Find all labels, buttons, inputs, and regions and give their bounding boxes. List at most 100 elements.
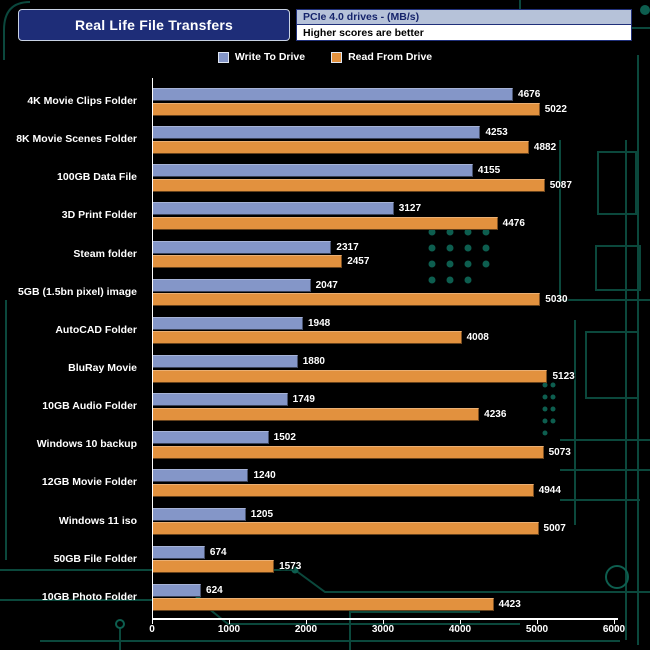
chart-row: Steam folder 2317 2457 xyxy=(0,237,650,275)
write-value-label: 1240 xyxy=(253,470,276,482)
x-axis-tickmark xyxy=(460,620,461,624)
write-bar xyxy=(153,545,205,559)
category-label: 4K Movie Clips Folder xyxy=(27,95,137,107)
read-bar-line: 1573 xyxy=(153,560,302,574)
read-bar-line: 4476 xyxy=(153,216,525,230)
category-label: Windows 11 iso xyxy=(58,514,137,527)
write-value-label: 674 xyxy=(209,546,227,558)
read-bar xyxy=(153,331,462,345)
write-value-label: 2317 xyxy=(336,241,359,253)
legend-label: Read From Drive xyxy=(348,51,433,63)
write-bar-line: 1205 xyxy=(153,507,273,521)
write-bar-line: 2317 xyxy=(153,240,359,254)
read-value-label: 2457 xyxy=(347,256,370,268)
read-bar-line: 5123 xyxy=(153,369,575,383)
chart-row: BluRay Movie 1880 5123 xyxy=(0,351,650,389)
x-axis-tickmark xyxy=(614,620,615,624)
read-bar-line: 4882 xyxy=(153,140,556,154)
chart-row: Windows 11 iso 1205 5007 xyxy=(0,504,650,542)
read-value-label: 1573 xyxy=(279,561,302,573)
write-bar xyxy=(153,507,246,521)
read-value-label: 4476 xyxy=(502,217,525,229)
category-label: 5GB (1.5bn pixel) image xyxy=(17,285,137,298)
write-bar-line: 4676 xyxy=(153,88,540,101)
x-axis-tick-label: 4000 xyxy=(448,624,472,635)
category-label: AutoCAD Folder xyxy=(55,323,137,336)
write-bar xyxy=(153,126,481,140)
read-value-label: 4423 xyxy=(498,599,521,611)
read-bar-line: 5022 xyxy=(153,102,567,116)
read-value-label: 4944 xyxy=(538,484,561,496)
chart-row: 10GB Audio Folder 1749 4236 xyxy=(0,389,650,427)
chart-row: 50GB File Folder 674 1573 xyxy=(0,542,650,580)
chart-row: 4K Movie Clips Folder 4676 5022 xyxy=(0,84,650,122)
read-bar-line: 4236 xyxy=(153,407,507,421)
x-axis-tick-label: 2000 xyxy=(294,624,318,635)
legend-item: Write To Drive xyxy=(217,51,306,63)
read-bar-line: 5007 xyxy=(153,522,566,536)
plot-area: 4K Movie Clips Folder 4676 5022 8K Movie Sc… xyxy=(0,84,650,618)
legend-swatch xyxy=(217,51,229,63)
read-bar xyxy=(153,216,498,230)
chart-subtitle-boxes: PCIe 4.0 drives - (MB/s) Higher scores a… xyxy=(296,9,632,41)
chart-row: 100GB Data File 4155 5087 xyxy=(0,160,650,198)
write-bar-line: 1880 xyxy=(153,355,325,368)
write-bar xyxy=(153,240,332,254)
read-value-label: 5007 xyxy=(543,523,566,535)
chart-row: 8K Movie Scenes Folder 4253 4882 xyxy=(0,122,650,160)
x-axis-tickmark xyxy=(383,620,384,624)
x-axis-tick-label: 3000 xyxy=(371,624,395,635)
write-bar-line: 4253 xyxy=(153,126,508,140)
write-value-label: 4155 xyxy=(477,165,501,177)
read-bar xyxy=(153,445,544,459)
write-bar xyxy=(153,88,514,101)
write-bar-line: 4155 xyxy=(153,164,501,178)
category-label: 3D Print Folder xyxy=(61,209,137,222)
write-value-label: 2047 xyxy=(315,279,338,291)
read-bar xyxy=(153,407,480,421)
category-label: 100GB Data File xyxy=(57,171,137,184)
write-bar xyxy=(153,393,288,407)
legend-item: Read From Drive xyxy=(331,51,432,63)
write-bar-line: 2047 xyxy=(153,278,338,292)
x-axis-tickmark xyxy=(306,620,307,624)
write-bar xyxy=(153,583,202,597)
read-value-label: 4236 xyxy=(484,408,507,420)
chart-row: 10GB Photo Folder 624 4423 xyxy=(0,580,650,618)
read-bar xyxy=(153,483,534,497)
read-bar-line: 4423 xyxy=(153,598,521,612)
category-label: Steam folder xyxy=(73,247,137,260)
chart-row: 3D Print Folder 3127 4476 xyxy=(0,198,650,236)
x-axis-tick-label: 0 xyxy=(149,624,155,635)
legend-label: Write To Drive xyxy=(234,51,306,63)
write-bar-line: 1240 xyxy=(153,469,276,483)
category-label: 50GB File Folder xyxy=(53,552,137,565)
chart-legend: Write To Drive Read From Drive xyxy=(0,51,650,63)
category-label: 10GB Audio Folder xyxy=(42,400,137,413)
chart-row: Windows 10 backup 1502 5073 xyxy=(0,427,650,465)
read-value-label: 5073 xyxy=(548,446,571,458)
read-value-label: 5030 xyxy=(545,294,568,306)
write-value-label: 1749 xyxy=(292,394,315,406)
x-axis-tick-label: 1000 xyxy=(217,624,241,635)
subtitle-higher-better: Higher scores are better xyxy=(296,25,632,41)
read-bar-line: 5073 xyxy=(153,445,571,459)
category-label: BluRay Movie xyxy=(68,362,137,374)
write-bar-line: 624 xyxy=(153,583,223,597)
chart-title: Real Life File Transfers xyxy=(74,17,234,33)
read-bar xyxy=(153,102,540,116)
read-bar xyxy=(153,293,541,307)
read-bar-line: 5030 xyxy=(153,293,568,307)
read-value-label: 5087 xyxy=(549,179,572,191)
write-bar-line: 1948 xyxy=(153,316,330,330)
write-value-label: 3127 xyxy=(398,203,422,215)
chart-row: AutoCAD Folder 1948 4008 xyxy=(0,313,650,351)
category-label: 8K Movie Scenes Folder xyxy=(16,133,137,146)
write-bar xyxy=(153,278,311,292)
read-value-label: 5123 xyxy=(552,370,575,382)
read-bar-line: 2457 xyxy=(153,255,370,269)
read-bar-line: 4008 xyxy=(153,331,489,345)
x-axis-tickmark xyxy=(537,620,538,624)
category-label: 10GB Photo Folder xyxy=(41,590,137,603)
